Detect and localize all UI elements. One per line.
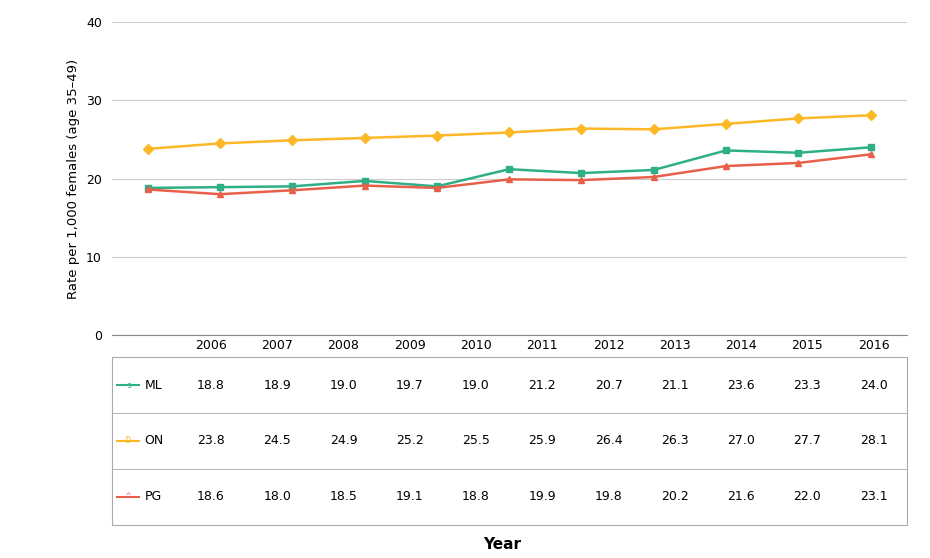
Text: 2009: 2009 xyxy=(394,339,426,352)
Text: s: s xyxy=(126,381,131,389)
Text: 25.2: 25.2 xyxy=(396,434,424,448)
Text: 22.0: 22.0 xyxy=(793,490,821,503)
Text: 23.8: 23.8 xyxy=(197,434,225,448)
Text: 27.0: 27.0 xyxy=(727,434,755,448)
Text: 25.5: 25.5 xyxy=(462,434,490,448)
Y-axis label: Rate per 1,000 females (age 35–49): Rate per 1,000 females (age 35–49) xyxy=(68,59,81,299)
Text: 2012: 2012 xyxy=(592,339,624,352)
Text: 23.6: 23.6 xyxy=(727,378,755,392)
Text: 2015: 2015 xyxy=(791,339,823,352)
Text: 18.5: 18.5 xyxy=(329,490,357,503)
Text: 2016: 2016 xyxy=(857,339,889,352)
Text: PG: PG xyxy=(145,490,162,503)
Text: 28.1: 28.1 xyxy=(859,434,887,448)
Text: Year: Year xyxy=(484,537,521,552)
Text: 23.3: 23.3 xyxy=(793,378,821,392)
Text: 18.0: 18.0 xyxy=(263,490,291,503)
Text: 18.8: 18.8 xyxy=(197,378,225,392)
Text: 19.7: 19.7 xyxy=(396,378,424,392)
Text: 24.0: 24.0 xyxy=(859,378,887,392)
Text: 26.3: 26.3 xyxy=(661,434,688,448)
Text: 2013: 2013 xyxy=(659,339,691,352)
Text: 19.9: 19.9 xyxy=(528,490,556,503)
Text: 2014: 2014 xyxy=(725,339,757,352)
Text: 21.6: 21.6 xyxy=(727,490,755,503)
Text: 24.9: 24.9 xyxy=(330,434,357,448)
Text: 21.2: 21.2 xyxy=(528,378,556,392)
Text: 19.1: 19.1 xyxy=(396,490,423,503)
Text: 21.1: 21.1 xyxy=(661,378,688,392)
Text: 18.8: 18.8 xyxy=(462,490,490,503)
Text: 19.8: 19.8 xyxy=(594,490,622,503)
Text: 2008: 2008 xyxy=(327,339,360,352)
Text: ^: ^ xyxy=(126,492,131,501)
Text: 20.7: 20.7 xyxy=(594,378,622,392)
Text: 18.6: 18.6 xyxy=(197,490,225,503)
Text: 23.1: 23.1 xyxy=(860,490,887,503)
Text: 27.7: 27.7 xyxy=(793,434,821,448)
Text: D: D xyxy=(126,436,131,445)
Text: 2006: 2006 xyxy=(195,339,227,352)
Text: 2007: 2007 xyxy=(261,339,293,352)
Text: ML: ML xyxy=(145,378,163,392)
Text: 20.2: 20.2 xyxy=(661,490,689,503)
Text: 2011: 2011 xyxy=(526,339,558,352)
Text: ON: ON xyxy=(145,434,164,448)
Text: 25.9: 25.9 xyxy=(528,434,556,448)
Text: 18.9: 18.9 xyxy=(263,378,291,392)
Text: 19.0: 19.0 xyxy=(462,378,490,392)
Text: 2010: 2010 xyxy=(460,339,492,352)
Text: 19.0: 19.0 xyxy=(329,378,357,392)
Text: 24.5: 24.5 xyxy=(263,434,291,448)
Text: 26.4: 26.4 xyxy=(595,434,622,448)
